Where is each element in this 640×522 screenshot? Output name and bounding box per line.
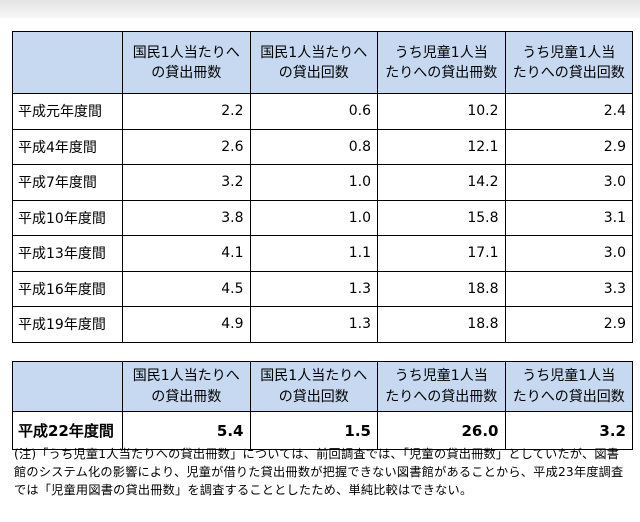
cell-value: 10.2 (377, 93, 506, 130)
corner-cell (12, 361, 123, 412)
cell-value: 12.1 (377, 128, 506, 165)
cell-value: 0.8 (249, 128, 378, 165)
header-books-per-capita: 国民1人当たりへ の貸出冊数 (122, 31, 251, 94)
cell-value: 4.5 (122, 270, 251, 307)
table-row: 平成22年度間 5.4 1.5 26.0 3.2 (12, 411, 633, 450)
cell-value: 14.2 (377, 164, 506, 201)
cell-value: 17.1 (377, 235, 506, 272)
corner-cell (12, 31, 123, 94)
cell-value: 2.6 (122, 128, 251, 165)
header-books-per-child: うち児童1人当 たりへの貸出冊数 (377, 361, 506, 412)
cell-value: 3.0 (504, 235, 633, 272)
header-loans-per-capita: 国民1人当たりへ の貸出回数 (249, 361, 378, 412)
lending-table-2010: 国民1人当たりへ の貸出冊数 国民1人当たりへ の貸出回数 うち児童1人当 たりへの貸… (12, 361, 633, 450)
row-label: 平成10年度間 (12, 199, 123, 236)
table-row: 平成元年度間 2.2 0.6 10.2 2.4 (12, 93, 633, 130)
table-row: 平成13年度間 4.1 1.1 17.1 3.0 (12, 235, 633, 272)
header-loans-per-capita: 国民1人当たりへ の貸出回数 (249, 31, 378, 94)
cell-value: 3.2 (122, 164, 251, 201)
header-books-per-child: うち児童1人当 たりへの貸出冊数 (377, 31, 506, 94)
cell-value: 1.0 (249, 164, 378, 201)
cell-value: 1.0 (249, 199, 378, 236)
cell-value: 15.8 (377, 199, 506, 236)
cell-value: 3.8 (122, 199, 251, 236)
cell-value: 1.3 (249, 306, 378, 343)
cell-value: 4.9 (122, 306, 251, 343)
cell-value: 0.6 (249, 93, 378, 130)
cell-value: 18.8 (377, 306, 506, 343)
cell-value: 26.0 (377, 411, 506, 450)
footnote: (注)「うち児童1人当たりへの貸出冊数」については、前回調査では、「児童の貸出冊… (14, 447, 624, 497)
cell-value: 3.0 (504, 164, 633, 201)
cell-value: 5.4 (122, 411, 251, 450)
table-row: 平成4年度間 2.6 0.8 12.1 2.9 (12, 128, 633, 165)
header-books-per-capita: 国民1人当たりへ の貸出冊数 (122, 361, 251, 412)
top-strip (0, 0, 640, 18)
row-label: 平成元年度間 (12, 93, 123, 130)
cell-value: 2.2 (122, 93, 251, 130)
cell-value: 4.1 (122, 235, 251, 272)
cell-value: 3.3 (504, 270, 633, 307)
table-row: 平成19年度間 4.9 1.3 18.8 2.9 (12, 306, 633, 343)
row-label: 平成13年度間 (12, 235, 123, 272)
row-label: 平成16年度間 (12, 270, 123, 307)
header-loans-per-child: うち児童1人当 たりへの貸出回数 (504, 361, 633, 412)
lending-table-historical: 国民1人当たりへ の貸出冊数 国民1人当たりへ の貸出回数 うち児童1人当 たりへの貸… (12, 31, 633, 343)
cell-value: 2.9 (504, 128, 633, 165)
cell-value: 1.1 (249, 235, 378, 272)
cell-value: 3.1 (504, 199, 633, 236)
row-label: 平成19年度間 (12, 306, 123, 343)
row-label: 平成22年度間 (12, 411, 123, 450)
row-label: 平成4年度間 (12, 128, 123, 165)
cell-value: 2.9 (504, 306, 633, 343)
table-row: 平成7年度間 3.2 1.0 14.2 3.0 (12, 164, 633, 201)
cell-value: 3.2 (504, 411, 633, 450)
cell-value: 2.4 (504, 93, 633, 130)
table-row: 平成10年度間 3.8 1.0 15.8 3.1 (12, 199, 633, 236)
cell-value: 1.5 (249, 411, 378, 450)
header-loans-per-child: うち児童1人当 たりへの貸出回数 (504, 31, 633, 94)
table-row: 平成16年度間 4.5 1.3 18.8 3.3 (12, 270, 633, 307)
cell-value: 1.3 (249, 270, 378, 307)
cell-value: 18.8 (377, 270, 506, 307)
row-label: 平成7年度間 (12, 164, 123, 201)
